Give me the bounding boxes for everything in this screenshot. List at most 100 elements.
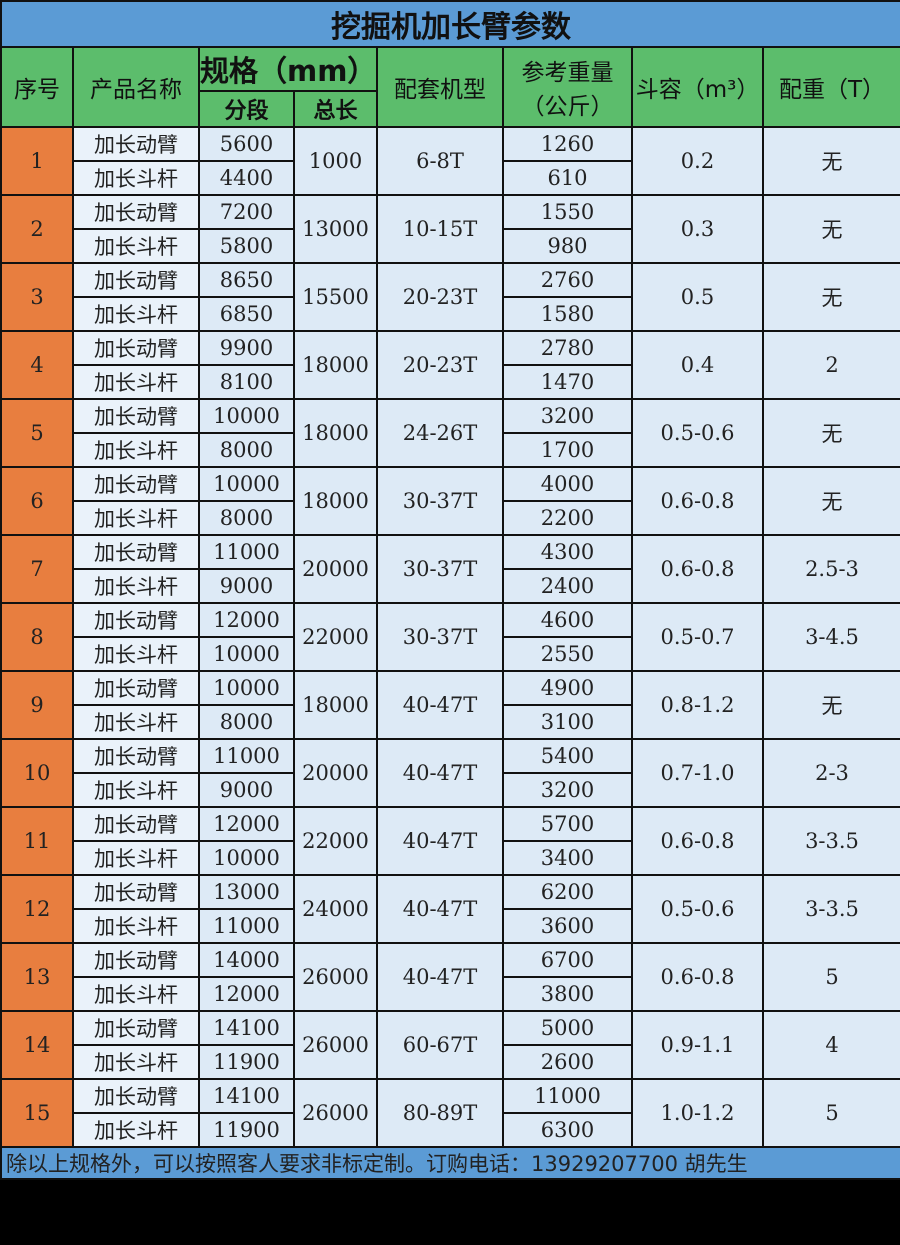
header-segment: 分段 — [198, 90, 295, 128]
product-name: 加长斗杆 — [72, 704, 200, 740]
header-weight-line1: 参考重量 — [521, 60, 614, 86]
reference-weight: 4900 — [502, 670, 633, 706]
counterweight: 5 — [762, 942, 900, 1012]
reference-weight: 5400 — [502, 738, 633, 774]
counterweight: 无 — [762, 262, 900, 332]
reference-weight: 1470 — [502, 364, 633, 400]
table-row: 加长斗杆 6850 1580 — [1, 296, 900, 332]
product-name: 加长动臂 — [72, 330, 200, 366]
total-length: 18000 — [293, 330, 378, 400]
counterweight: 3-3.5 — [762, 874, 900, 944]
row-index: 3 — [0, 262, 74, 332]
segment-length: 14100 — [198, 1078, 295, 1114]
table-row: 加长斗杆 9000 2400 — [1, 568, 900, 604]
product-name: 加长斗杆 — [72, 160, 200, 196]
table-row: 加长斗杆 8000 3100 — [1, 704, 900, 740]
machine-model: 6-8T — [376, 126, 504, 196]
reference-weight: 3200 — [502, 772, 633, 808]
table-row: 15 加长动臂 14100 26000 80-89T 11000 1.0-1.2 5 — [0, 1078, 900, 1148]
reference-weight: 610 — [502, 160, 633, 196]
machine-model: 40-47T — [376, 806, 504, 876]
reference-weight: 6700 — [502, 942, 633, 978]
header-product: 产品名称 — [72, 46, 200, 128]
reference-weight: 3400 — [502, 840, 633, 876]
header-weight: 参考重量 （公斤） — [502, 46, 633, 128]
bucket-capacity: 0.4 — [631, 330, 764, 400]
counterweight: 4 — [762, 1010, 900, 1080]
machine-model: 60-67T — [376, 1010, 504, 1080]
segment-length: 8650 — [198, 262, 295, 298]
header-spec: 规格（mm） — [198, 46, 378, 92]
row-index: 1 — [0, 126, 74, 196]
bucket-capacity: 0.6-0.8 — [631, 806, 764, 876]
bucket-capacity: 0.6-0.8 — [631, 534, 764, 604]
machine-model: 30-37T — [376, 602, 504, 672]
machine-model: 20-23T — [376, 330, 504, 400]
bucket-capacity: 0.2 — [631, 126, 764, 196]
table-row: 7 加长动臂 11000 20000 30-37T 4300 0.6-0.8 2.5-3 — [0, 534, 900, 604]
total-length: 22000 — [293, 602, 378, 672]
row-index: 13 — [0, 942, 74, 1012]
product-name: 加长斗杆 — [72, 772, 200, 808]
total-length: 1000 — [293, 126, 378, 196]
table-row: 6 加长动臂 10000 18000 30-37T 4000 0.6-0.8 无 — [0, 466, 900, 536]
segment-length: 8000 — [198, 704, 295, 740]
segment-length: 5800 — [198, 228, 295, 264]
segment-length: 14100 — [198, 1010, 295, 1046]
row-index: 15 — [0, 1078, 74, 1148]
table-row: 13 加长动臂 14000 26000 40-47T 6700 0.6-0.8 5 — [0, 942, 900, 1012]
product-name: 加长动臂 — [72, 398, 200, 434]
segment-length: 10000 — [198, 466, 295, 502]
bucket-capacity: 0.5-0.6 — [631, 398, 764, 468]
reference-weight: 5700 — [502, 806, 633, 842]
bucket-capacity: 1.0-1.2 — [631, 1078, 764, 1148]
counterweight: 5 — [762, 1078, 900, 1148]
bucket-capacity: 0.5-0.7 — [631, 602, 764, 672]
total-length: 18000 — [293, 466, 378, 536]
product-name: 加长动臂 — [72, 670, 200, 706]
row-index: 2 — [0, 194, 74, 264]
footer-note: 除以上规格外，可以按照客人要求非标定制。订购电话：13929207700 胡先生 — [0, 1146, 900, 1180]
table-row: 加长斗杆 8000 2200 — [1, 500, 900, 536]
table-row: 加长斗杆 9000 3200 — [1, 772, 900, 808]
table-row: 10 加长动臂 11000 20000 40-47T 5400 0.7-1.0 2-3 — [0, 738, 900, 808]
bucket-capacity: 0.5-0.6 — [631, 874, 764, 944]
counterweight: 无 — [762, 466, 900, 536]
product-name: 加长动臂 — [72, 126, 200, 162]
row-index: 12 — [0, 874, 74, 944]
segment-length: 11000 — [198, 908, 295, 944]
machine-model: 40-47T — [376, 874, 504, 944]
product-name: 加长动臂 — [72, 738, 200, 774]
row-index: 7 — [0, 534, 74, 604]
product-name: 加长动臂 — [72, 534, 200, 570]
table-row: 1 加长动臂 5600 1000 6-8T 1260 0.2 无 — [0, 126, 900, 196]
row-index: 4 — [0, 330, 74, 400]
machine-model: 40-47T — [376, 738, 504, 808]
product-name: 加长斗杆 — [72, 228, 200, 264]
reference-weight: 2550 — [502, 636, 633, 672]
segment-length: 10000 — [198, 670, 295, 706]
table-row: 加长斗杆 4400 610 — [1, 160, 900, 196]
table-row: 2 加长动臂 7200 13000 10-15T 1550 0.3 无 — [0, 194, 900, 264]
reference-weight: 4000 — [502, 466, 633, 502]
total-length: 26000 — [293, 942, 378, 1012]
total-length: 22000 — [293, 806, 378, 876]
table-row: 3 加长动臂 8650 15500 20-23T 2760 0.5 无 — [0, 262, 900, 332]
reference-weight: 1580 — [502, 296, 633, 332]
total-length: 20000 — [293, 738, 378, 808]
row-index: 8 — [0, 602, 74, 672]
reference-weight: 3100 — [502, 704, 633, 740]
segment-length: 12000 — [198, 806, 295, 842]
product-name: 加长斗杆 — [72, 636, 200, 672]
segment-length: 6850 — [198, 296, 295, 332]
bucket-capacity: 0.7-1.0 — [631, 738, 764, 808]
segment-length: 12000 — [198, 976, 295, 1012]
reference-weight: 6200 — [502, 874, 633, 910]
machine-model: 40-47T — [376, 670, 504, 740]
bucket-capacity: 0.3 — [631, 194, 764, 264]
product-name: 加长斗杆 — [72, 432, 200, 468]
product-name: 加长动臂 — [72, 1010, 200, 1046]
segment-length: 8000 — [198, 500, 295, 536]
product-name: 加长斗杆 — [72, 364, 200, 400]
product-name: 加长动臂 — [72, 1078, 200, 1114]
